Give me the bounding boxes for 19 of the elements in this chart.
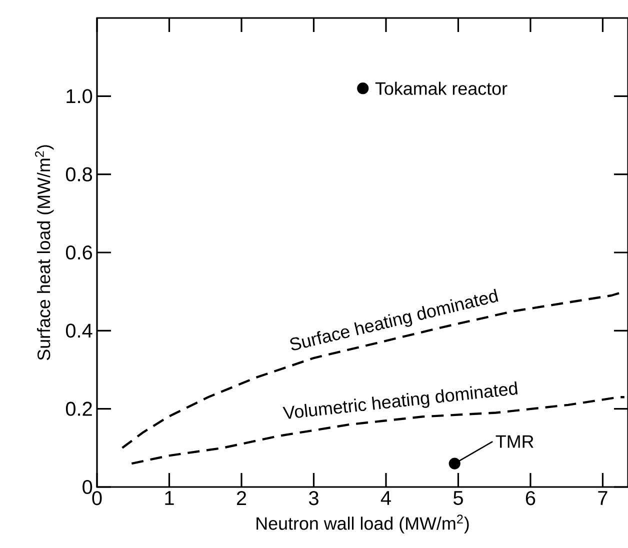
annotation: TMR bbox=[496, 435, 534, 448]
x-tick-label: 5 bbox=[453, 491, 463, 506]
x-tick-label: 6 bbox=[526, 491, 536, 506]
y-tick-label: 0.6 bbox=[66, 245, 92, 260]
x-tick-label: 2 bbox=[236, 491, 246, 506]
y-tick-label: 1.0 bbox=[66, 89, 92, 104]
y-tick-label: 0.2 bbox=[66, 402, 92, 416]
y-tick-label: 0 bbox=[82, 480, 92, 494]
y-tick-label: 0.8 bbox=[66, 167, 92, 182]
x-tick-label: 1 bbox=[165, 491, 174, 505]
y-tick-label: 0.4 bbox=[66, 324, 92, 338]
x-tick-label: 3 bbox=[308, 491, 318, 506]
x-tick-label: 4 bbox=[380, 491, 391, 505]
annotation: Tokamak reactor bbox=[375, 82, 508, 95]
y-axis-title: Surface heat load (MW/m$^{2}$) bbox=[35, 145, 54, 360]
x-tick-label: 7 bbox=[598, 491, 608, 505]
x-axis-title: Neutron wall load (MW/m$^{2}$) bbox=[256, 514, 469, 534]
text: Volumetric heating dominated bbox=[282, 381, 518, 419]
x-tick-label: 0 bbox=[92, 491, 102, 506]
